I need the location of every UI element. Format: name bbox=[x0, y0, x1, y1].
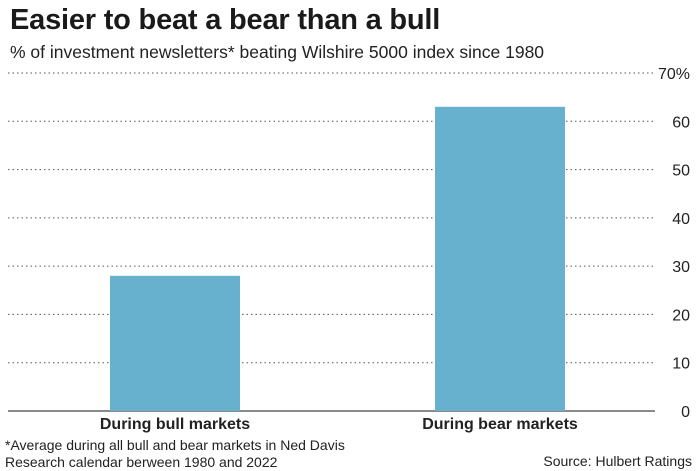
y-tick-label: 0 bbox=[681, 404, 690, 421]
chart-title: Easier to beat a bear than a bull bbox=[10, 4, 441, 36]
y-tick-label: 10 bbox=[672, 356, 690, 373]
chart-subtitle: % of investment newsletters* beating Wil… bbox=[10, 42, 545, 62]
y-tick-label: 70% bbox=[658, 66, 690, 83]
y-tick-label: 40 bbox=[672, 211, 690, 228]
source-note: Source: Hulbert Ratings bbox=[543, 453, 692, 469]
y-tick-label: 30 bbox=[672, 259, 690, 276]
x-category-label: During bull markets bbox=[100, 416, 250, 433]
y-tick-label: 20 bbox=[672, 307, 690, 324]
y-tick-label: 50 bbox=[672, 163, 690, 180]
bar bbox=[110, 275, 240, 411]
footnote: *Average during all bull and bear market… bbox=[5, 437, 345, 470]
bar bbox=[435, 106, 565, 412]
x-category-label: During bear markets bbox=[422, 416, 578, 433]
y-tick-label: 60 bbox=[672, 114, 690, 131]
